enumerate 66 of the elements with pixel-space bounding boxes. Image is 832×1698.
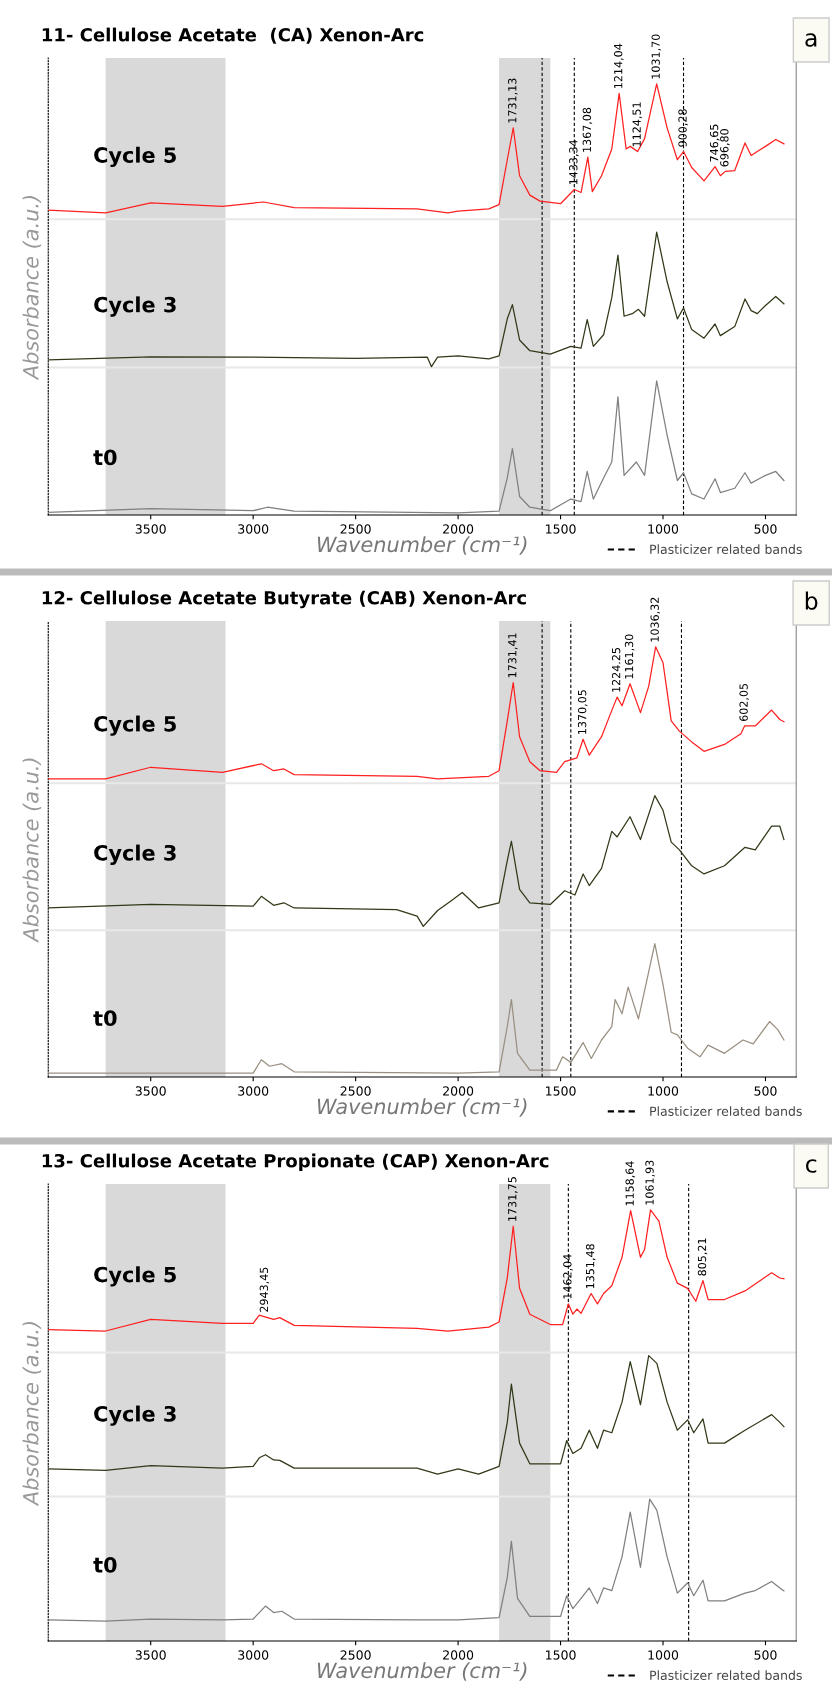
text: c — [806, 1159, 817, 1173]
annotation: 1731,41 — [508, 633, 518, 678]
series-label: Cycle 5 — [94, 715, 176, 736]
x-tick-label: 3000 — [238, 1086, 269, 1096]
x-tick-label: 3500 — [135, 1650, 166, 1660]
x-tick-label: 1000 — [648, 524, 679, 534]
chart-title: 12- Cellulose Acetate Butyrate (CAB) Xenon-Arc — [42, 590, 526, 609]
x-tick-label: 1500 — [546, 1086, 576, 1096]
y-axis-title: Absorbance (a.u.) — [22, 196, 42, 381]
x-tick-label: 1500 — [546, 524, 576, 534]
text: t0 — [93, 1010, 117, 1027]
x-axis-title: Wavenumber (cm⁻¹) — [317, 1662, 527, 1681]
annotation: 1370,05 — [577, 690, 588, 734]
x-tick-label: 1000 — [648, 1650, 679, 1660]
annotation: 2943,45 — [259, 1267, 270, 1312]
chart-title: 13- Cellulose Acetate Propionate (CAP) Xenon-Arc — [42, 1153, 549, 1172]
annotation: 1031,70 — [651, 34, 662, 79]
annotation: 602,05 — [739, 683, 749, 722]
annotation: 1462,04 — [563, 1254, 573, 1299]
x-tick-label: 2000 — [443, 524, 474, 534]
annotation: 746,65 — [709, 124, 720, 162]
legend-label: Plasticizer related bands — [650, 1670, 802, 1680]
x-tick-label: 1000 — [648, 1086, 679, 1096]
annotation: 1351,48 — [585, 1244, 596, 1289]
annotation: 805,21 — [697, 1238, 708, 1276]
x-tick-label: 500 — [754, 524, 777, 534]
series-label: Cycle 5 — [94, 1266, 176, 1287]
x-tick-label: 500 — [754, 1650, 777, 1660]
annotation: 1731,75 — [508, 1177, 518, 1221]
series-label: Cycle 3 — [94, 844, 176, 865]
annotation: 1158,64 — [625, 1161, 635, 1206]
x-axis-title: Wavenumber (cm⁻¹) — [317, 1098, 527, 1117]
legend-label: Plasticizer related bands — [650, 544, 802, 554]
text: a — [805, 33, 817, 47]
x-tick-label: 3000 — [238, 524, 269, 534]
x-tick-label: 500 — [754, 1086, 777, 1096]
annotation: 1124,51 — [632, 102, 642, 147]
x-tick-label: 1500 — [546, 1650, 576, 1660]
text: t0 — [93, 1556, 117, 1573]
x-tick-label: 3000 — [238, 1650, 269, 1660]
x-tick-label: 3500 — [135, 524, 166, 534]
y-axis-title: Absorbance (a.u.) — [22, 758, 42, 943]
annotation: 1161,30 — [624, 634, 635, 679]
series-label: Cycle 3 — [94, 1405, 176, 1426]
x-tick-label: 2000 — [443, 1650, 474, 1660]
annotation: 1224.25 — [611, 648, 621, 692]
annotation: 1036,32 — [650, 597, 660, 642]
text: t0 — [93, 449, 117, 466]
series-label: Cycle 5 — [94, 146, 176, 168]
annotation: 1214,04 — [613, 43, 624, 88]
text: b — [805, 591, 818, 610]
x-tick-label: 2500 — [340, 1086, 371, 1096]
annotation: 1367,08 — [582, 107, 593, 152]
annotation: 1731,13 — [508, 78, 518, 123]
y-axis-title: Absorbance (a.u.) — [22, 1322, 42, 1507]
x-tick-label: 2500 — [340, 524, 371, 534]
x-axis-title: Wavenumber (cm⁻¹) — [317, 536, 527, 555]
annotation: 696,80 — [720, 129, 730, 167]
x-tick-label: 3500 — [135, 1086, 166, 1096]
x-tick-label: 2500 — [340, 1650, 371, 1660]
chart-title: 11- Cellulose Acetate (CA) Xenon-Arc — [42, 27, 424, 44]
x-tick-label: 2000 — [443, 1086, 474, 1096]
annotation: 1061,93 — [645, 1160, 655, 1205]
annotation: 1433,34 — [569, 140, 579, 185]
series-label: Cycle 3 — [94, 296, 176, 317]
legend-label: Plasticizer related bands — [650, 1106, 802, 1116]
